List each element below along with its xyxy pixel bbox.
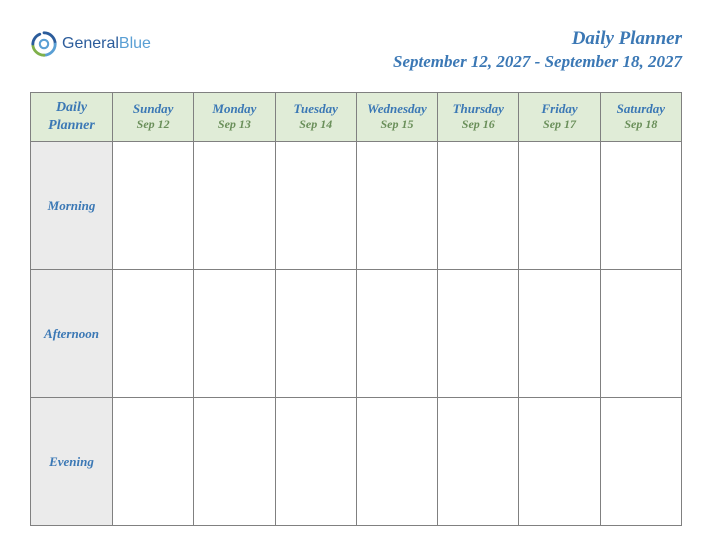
rowlabel-afternoon: Afternoon xyxy=(31,270,113,398)
logo-text-blue: Blue xyxy=(119,35,151,52)
logo: GeneralBlue xyxy=(30,30,151,58)
col-sunday: Sunday Sep 12 xyxy=(113,93,194,142)
cell xyxy=(194,398,275,526)
cell xyxy=(275,270,356,398)
cell xyxy=(113,142,194,270)
day-name: Wednesday xyxy=(359,101,435,117)
col-tuesday: Tuesday Sep 14 xyxy=(275,93,356,142)
cell xyxy=(600,270,681,398)
cell xyxy=(438,142,519,270)
cell xyxy=(600,398,681,526)
header: GeneralBlue Daily Planner September 12, … xyxy=(30,28,682,72)
cell xyxy=(519,270,600,398)
day-date: Sep 16 xyxy=(440,117,516,132)
day-date: Sep 14 xyxy=(278,117,354,132)
col-monday: Monday Sep 13 xyxy=(194,93,275,142)
cell xyxy=(356,270,437,398)
col-thursday: Thursday Sep 16 xyxy=(438,93,519,142)
cell xyxy=(275,142,356,270)
cell xyxy=(194,270,275,398)
col-friday: Friday Sep 17 xyxy=(519,93,600,142)
cell xyxy=(113,398,194,526)
logo-text: GeneralBlue xyxy=(62,35,151,53)
cell xyxy=(356,142,437,270)
day-name: Thursday xyxy=(440,101,516,117)
cell xyxy=(113,270,194,398)
corner-cell: Daily Planner xyxy=(31,93,113,142)
col-saturday: Saturday Sep 18 xyxy=(600,93,681,142)
day-date: Sep 15 xyxy=(359,117,435,132)
cell xyxy=(438,398,519,526)
cell xyxy=(519,398,600,526)
day-name: Monday xyxy=(196,101,272,117)
day-name: Sunday xyxy=(115,101,191,117)
day-date: Sep 13 xyxy=(196,117,272,132)
rowlabel-morning: Morning xyxy=(31,142,113,270)
cell xyxy=(438,270,519,398)
cell xyxy=(600,142,681,270)
day-date: Sep 12 xyxy=(115,117,191,132)
day-name: Friday xyxy=(521,101,597,117)
title-block: Daily Planner September 12, 2027 - Septe… xyxy=(393,28,682,72)
date-range: September 12, 2027 - September 18, 2027 xyxy=(393,52,682,72)
cell xyxy=(519,142,600,270)
rowlabel-evening: Evening xyxy=(31,398,113,526)
header-row: Daily Planner Sunday Sep 12 Monday Sep 1… xyxy=(31,93,682,142)
logo-text-general: General xyxy=(62,35,119,52)
col-wednesday: Wednesday Sep 15 xyxy=(356,93,437,142)
planner-table: Daily Planner Sunday Sep 12 Monday Sep 1… xyxy=(30,92,682,526)
page-title: Daily Planner xyxy=(393,28,682,50)
cell xyxy=(356,398,437,526)
day-date: Sep 17 xyxy=(521,117,597,132)
row-morning: Morning xyxy=(31,142,682,270)
row-evening: Evening xyxy=(31,398,682,526)
day-name: Saturday xyxy=(603,101,679,117)
day-date: Sep 18 xyxy=(603,117,679,132)
logo-swirl-icon xyxy=(30,30,58,58)
cell xyxy=(275,398,356,526)
row-afternoon: Afternoon xyxy=(31,270,682,398)
cell xyxy=(194,142,275,270)
day-name: Tuesday xyxy=(278,101,354,117)
